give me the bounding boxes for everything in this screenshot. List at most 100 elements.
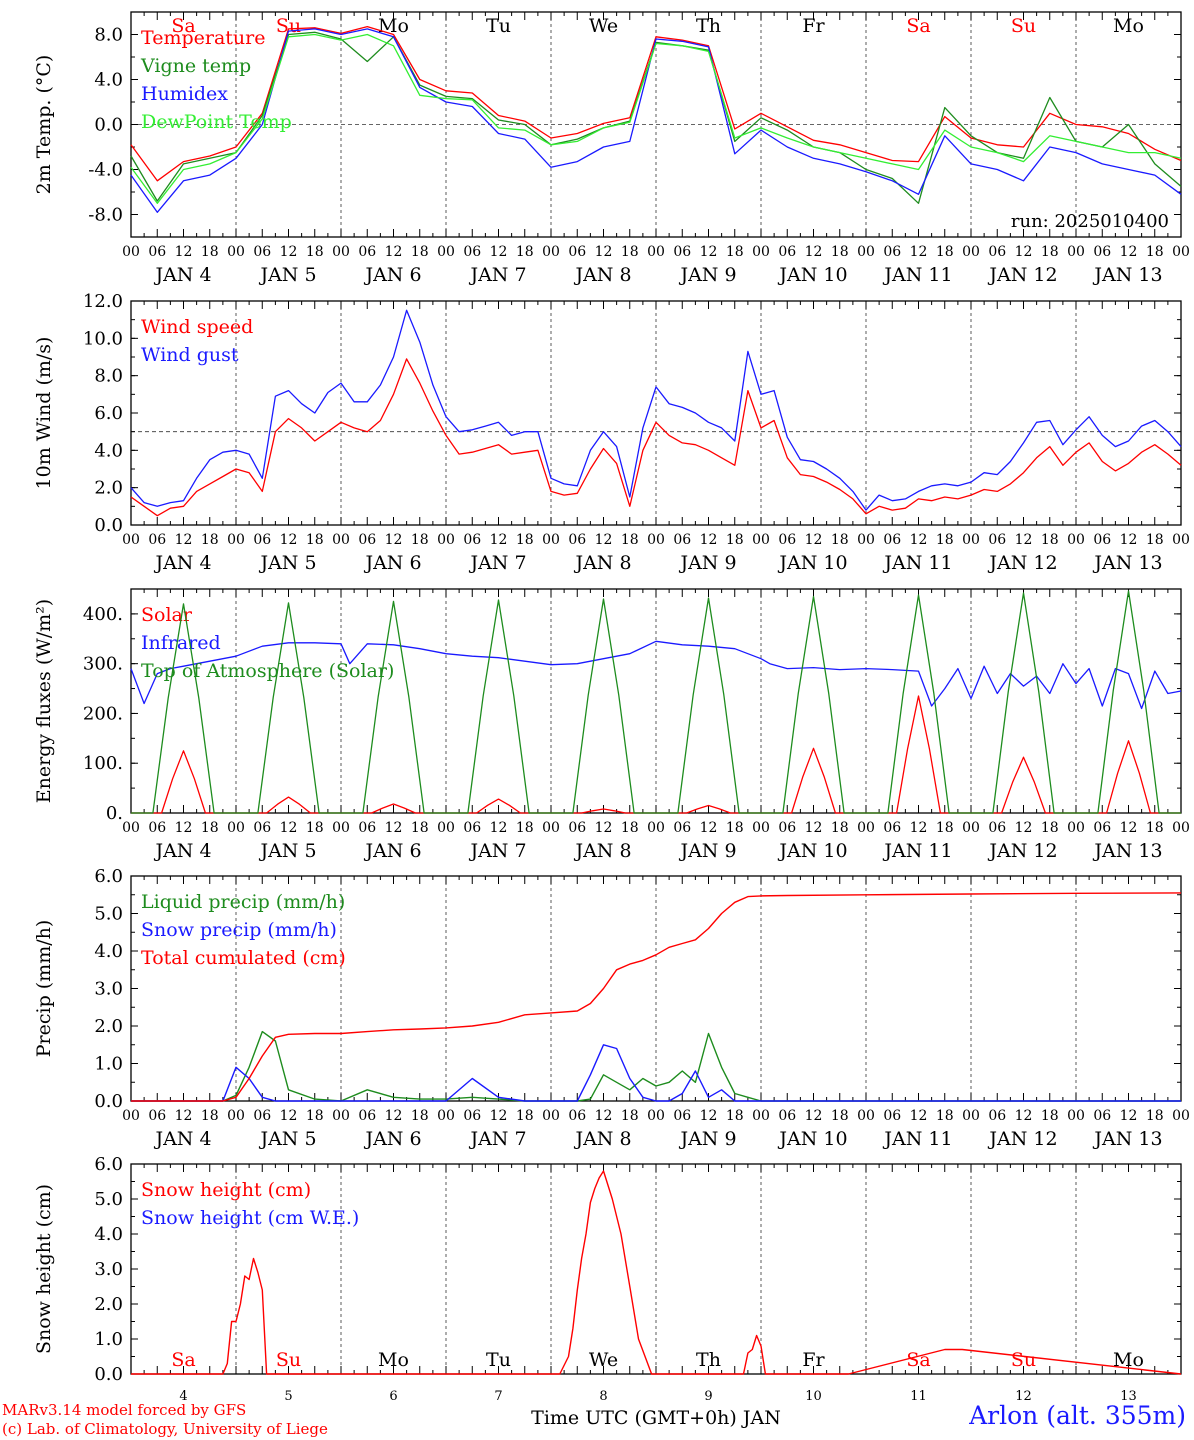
hour-tick-label: 12 [1015, 820, 1033, 836]
hour-tick-label: 18 [1146, 1108, 1164, 1124]
y-tick-label: 2.0 [94, 1294, 123, 1315]
hour-tick-label: 12 [910, 1108, 928, 1124]
y-tick-label: 10.0 [83, 328, 123, 349]
date-number: 12 [1015, 1389, 1032, 1404]
date-number: 13 [1120, 1389, 1137, 1404]
hour-tick-label: 06 [1093, 820, 1111, 836]
day-of-week-label: We [589, 1349, 618, 1371]
date-number: 8 [599, 1389, 607, 1404]
hour-tick-label: 18 [621, 532, 639, 548]
hour-tick-label: 00 [962, 820, 980, 836]
hour-tick-label: 06 [463, 244, 481, 260]
hour-tick-label: 00 [542, 244, 560, 260]
legend-entry: Vigne temp [140, 55, 251, 77]
day-of-week-label: Mo [378, 1349, 409, 1371]
hour-tick-label: 06 [883, 1108, 901, 1124]
hour-tick-label: 00 [437, 244, 455, 260]
legend-entry: Liquid precip (mm/h) [141, 891, 345, 913]
hour-tick-label: 06 [988, 244, 1006, 260]
hour-tick-label: 06 [988, 820, 1006, 836]
y-tick-label: 12.0 [83, 291, 123, 312]
y-tick-label: 5.0 [94, 1189, 123, 1210]
hour-tick-label: 18 [411, 820, 429, 836]
date-label: JAN 9 [678, 840, 736, 862]
date-label: JAN 13 [1092, 840, 1162, 862]
y-tick-label: 4.0 [94, 1224, 123, 1245]
date-label: JAN 7 [468, 552, 526, 574]
date-label: JAN 4 [153, 264, 211, 286]
hour-tick-label: 12 [280, 532, 298, 548]
hour-tick-label: 00 [1172, 244, 1190, 260]
y-tick-label: 6.0 [94, 866, 123, 887]
date-label: JAN 11 [882, 840, 952, 862]
hour-tick-label: 18 [621, 1108, 639, 1124]
hour-tick-label: 18 [1041, 1108, 1059, 1124]
hour-tick-label: 18 [411, 532, 429, 548]
hour-tick-label: 18 [306, 532, 324, 548]
hour-tick-label: 00 [752, 244, 770, 260]
hour-tick-label: 00 [647, 244, 665, 260]
hour-tick-label: 18 [831, 1108, 849, 1124]
x-axis-title: Time UTC (GMT+0h) JAN [531, 1407, 781, 1429]
credit-line-1: MARv3.14 model forced by GFS [2, 1401, 247, 1419]
hour-tick-label: 00 [857, 244, 875, 260]
hour-tick-label: 12 [1120, 532, 1138, 548]
hour-tick-label: 00 [227, 820, 245, 836]
hour-tick-label: 00 [542, 1108, 560, 1124]
date-label: JAN 9 [678, 552, 736, 574]
y-tick-label: 8.0 [94, 366, 123, 387]
hour-tick-label: 06 [1093, 1108, 1111, 1124]
hour-tick-label: 12 [700, 1108, 718, 1124]
hour-tick-label: 12 [280, 1108, 298, 1124]
hour-tick-label: 18 [516, 1108, 534, 1124]
date-label: JAN 12 [987, 264, 1057, 286]
series-line-snow-precip-mm-h- [131, 1044, 1181, 1102]
hour-tick-label: 00 [647, 1108, 665, 1124]
hour-tick-label: 12 [910, 532, 928, 548]
hour-tick-label: 12 [175, 244, 193, 260]
hour-tick-label: 12 [595, 820, 613, 836]
hour-tick-label: 00 [857, 1108, 875, 1124]
hour-tick-label: 18 [306, 820, 324, 836]
legend-entry: Infrared [141, 632, 221, 654]
hour-tick-label: 00 [1067, 244, 1085, 260]
date-number: 6 [389, 1389, 397, 1404]
panel-4: 0.0 1.0 2.0 3.0 4.0 5.0 6.0 Precip (mm/h) 00 06 12… [33, 866, 1190, 1150]
date-number: 4 [179, 1389, 187, 1404]
y-tick-label: 0.0 [94, 1364, 123, 1385]
hour-tick-label: 18 [306, 244, 324, 260]
hour-tick-label: 06 [988, 532, 1006, 548]
hour-tick-label: 06 [358, 532, 376, 548]
hour-tick-label: 18 [516, 532, 534, 548]
y-tick-label: -4.0 [88, 160, 123, 181]
date-number: 9 [704, 1389, 712, 1404]
date-label: JAN 10 [777, 1128, 847, 1150]
hour-tick-label: 00 [227, 1108, 245, 1124]
hour-tick-label: 12 [1015, 1108, 1033, 1124]
plot-frame [130, 300, 1182, 526]
hour-tick-label: 00 [1172, 1108, 1190, 1124]
hour-tick-label: 00 [332, 820, 350, 836]
hour-tick-label: 18 [1146, 532, 1164, 548]
hour-tick-label: 18 [726, 820, 744, 836]
hour-tick-label: 12 [490, 1108, 508, 1124]
hour-tick-label: 18 [936, 532, 954, 548]
legend-entry: Snow height (cm) [141, 1179, 311, 1201]
day-of-week-label: Sa [171, 15, 195, 37]
hour-tick-label: 12 [1015, 532, 1033, 548]
hour-tick-label: 06 [883, 532, 901, 548]
hour-tick-label: 18 [1041, 244, 1059, 260]
hour-tick-label: 18 [516, 820, 534, 836]
date-label: JAN 4 [153, 840, 211, 862]
date-label: JAN 4 [153, 1128, 211, 1150]
series-line-top-of-atmosphere-solar- [131, 590, 1181, 814]
hour-tick-label: 18 [831, 820, 849, 836]
date-number: 10 [805, 1389, 822, 1404]
hour-tick-label: 06 [358, 1108, 376, 1124]
hour-tick-label: 12 [805, 244, 823, 260]
y-tick-label: 6.0 [94, 1154, 123, 1175]
hour-tick-label: 00 [962, 244, 980, 260]
date-label: JAN 6 [363, 1128, 421, 1150]
hour-tick-label: 00 [647, 532, 665, 548]
y-tick-label: 6.0 [94, 403, 123, 424]
